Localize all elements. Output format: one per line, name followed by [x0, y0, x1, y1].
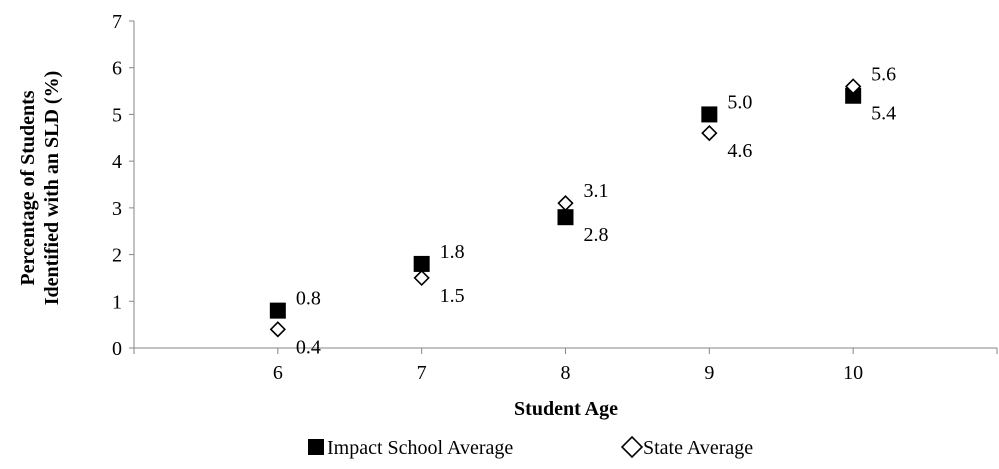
x-tick-label: 6 — [273, 362, 283, 384]
x-tick-label: 9 — [704, 362, 714, 384]
state-diamond-marker — [269, 321, 286, 338]
impact-data-label: 5.0 — [727, 91, 752, 113]
state-diamond-marker — [413, 269, 430, 287]
impact-data-label: 0.8 — [296, 288, 321, 310]
y-tick-label: 6 — [112, 58, 122, 80]
impact-square-marker — [557, 209, 574, 226]
impact-square-marker — [413, 255, 430, 272]
legend-impact-label: Impact School Average — [327, 437, 513, 459]
impact-data-label: 5.4 — [871, 103, 896, 125]
legend-state-label: State Average — [643, 437, 753, 459]
y-tick-label: 7 — [112, 11, 122, 33]
data-labels: 0.8 0.4 1.8 1.5 2.8 3.1 5.0 4.6 5.4 5.6 — [296, 63, 896, 358]
y-tick-label: 4 — [112, 151, 122, 173]
x-tick-label: 8 — [561, 362, 571, 384]
state-data-label: 5.6 — [871, 63, 896, 85]
legend-impact-marker — [308, 439, 324, 455]
data-points — [269, 78, 862, 338]
impact-square-marker — [269, 302, 286, 319]
x-axis-title: Student Age — [514, 398, 618, 420]
impact-square-marker — [701, 106, 718, 123]
x-tick-labels: 6 7 8 9 10 — [273, 362, 863, 384]
y-tick-label: 3 — [112, 198, 122, 220]
axes — [129, 20, 998, 354]
state-diamond-marker — [845, 78, 862, 95]
state-data-label: 1.5 — [440, 285, 465, 307]
impact-data-label: 1.8 — [440, 241, 465, 263]
y-tick-label: 5 — [112, 104, 122, 126]
state-diamond-marker — [557, 195, 574, 212]
state-data-label: 4.6 — [727, 140, 752, 162]
x-tick-label: 7 — [417, 362, 427, 384]
y-tick-label: 1 — [112, 291, 122, 313]
legend: Impact School Average State Average — [308, 435, 753, 459]
y-tick-label: 2 — [112, 245, 122, 267]
state-data-label: 0.4 — [296, 336, 321, 358]
legend-state-marker — [620, 435, 644, 459]
state-diamond-marker — [701, 124, 718, 142]
impact-square-marker — [845, 87, 862, 104]
y-axis-title: Percentage of Students Identified with a… — [17, 71, 63, 305]
state-data-label: 3.1 — [584, 180, 609, 202]
y-tick-labels: 0 1 2 3 4 5 6 7 — [112, 11, 122, 360]
y-axis-title-line-1: Percentage of Students — [17, 90, 39, 285]
x-tick-label: 10 — [843, 362, 863, 384]
y-axis-title-line-2: Identified with an SLD (%) — [41, 71, 63, 305]
y-tick-label: 0 — [112, 338, 122, 360]
impact-data-label: 2.8 — [584, 224, 609, 246]
